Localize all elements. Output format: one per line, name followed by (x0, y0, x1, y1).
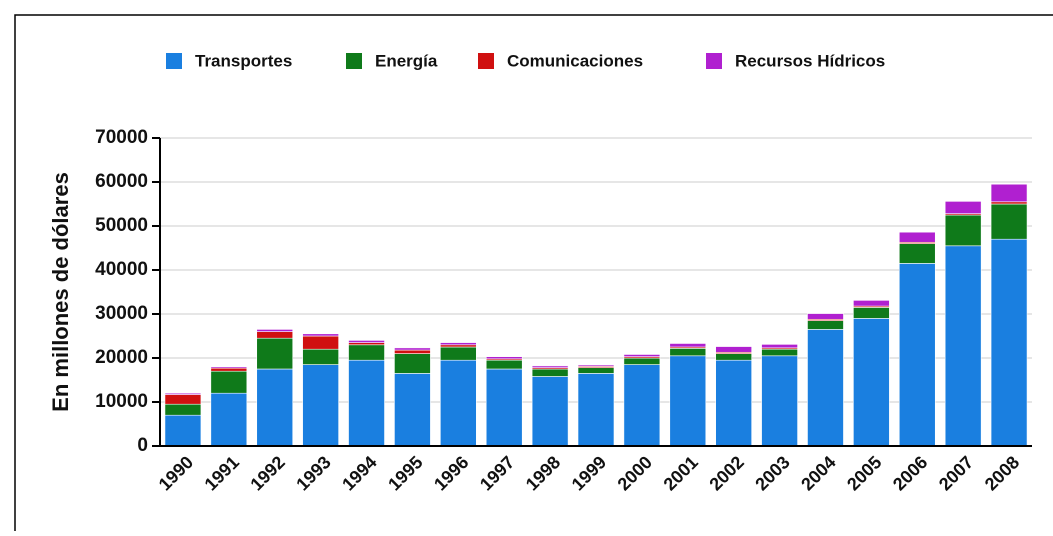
legend-swatch (166, 53, 182, 69)
bar-segment (531, 376, 569, 447)
bar-segment (348, 340, 385, 343)
bar-segment (853, 307, 890, 319)
bar-segment (348, 342, 385, 346)
bar-segment (485, 356, 523, 360)
bar-segment (485, 359, 523, 370)
bar-segment (256, 331, 294, 339)
bar-segment (669, 355, 707, 447)
bar-segment (577, 373, 615, 447)
bar-segment (210, 370, 248, 394)
legend-label: Comunicaciones (507, 51, 643, 70)
bar-segment (807, 313, 844, 320)
bar-segment (440, 344, 477, 348)
bar-segment (807, 329, 844, 447)
bar-segment (256, 368, 294, 447)
y-tick-label: 50000 (95, 215, 148, 236)
bar-segment (623, 364, 661, 447)
legend-label: Transportes (195, 51, 292, 70)
bar-segment (761, 355, 798, 447)
bar-segment (990, 203, 1028, 240)
legend-swatch (346, 53, 362, 69)
bar-segment (898, 263, 936, 447)
y-tick-label: 0 (137, 435, 148, 456)
bar-segment (669, 343, 707, 348)
bar-segment (761, 348, 798, 357)
bar-segment (944, 214, 982, 247)
bar-segment (302, 348, 339, 365)
y-tick-label: 60000 (95, 171, 148, 192)
bar-segment (348, 359, 385, 447)
y-axis-label: En millones de dólares (48, 172, 73, 412)
bar-segment (623, 354, 661, 357)
bar-segment (164, 403, 202, 416)
bar-segment (990, 201, 1028, 205)
bar-segment (898, 243, 936, 264)
y-tick-label: 10000 (95, 391, 148, 412)
bar-segment (302, 335, 339, 350)
bar-segment (715, 353, 752, 361)
bar-segment (164, 414, 202, 447)
bar-segment (669, 348, 707, 357)
bar-segment (440, 342, 477, 346)
y-tick-label: 40000 (95, 259, 148, 280)
bar-segment (531, 365, 569, 368)
bar-segment (577, 364, 615, 367)
bar-segment (256, 337, 294, 370)
bar-segment (210, 367, 248, 372)
bar-segment (853, 318, 890, 447)
legend-label: Recursos Hídricos (735, 51, 885, 70)
bar-segment (807, 320, 844, 330)
bar-segment (944, 201, 982, 214)
frame (14, 14, 1053, 536)
bar-segment (531, 368, 569, 377)
bar-segment (485, 368, 523, 447)
bar-segment (164, 394, 202, 405)
y-tick-label: 70000 (95, 127, 148, 148)
bar-segment (623, 357, 661, 365)
bar-segment (898, 231, 936, 243)
y-tick-label: 30000 (95, 303, 148, 324)
bar-segment (853, 300, 890, 307)
bar-segment (164, 392, 202, 395)
y-tick-label: 20000 (95, 347, 148, 368)
legend-swatch (706, 53, 722, 69)
bar-segment (210, 392, 248, 447)
bar-segment (715, 359, 752, 447)
bar-segment (348, 344, 385, 361)
bar-segment (394, 349, 431, 354)
bar-segment (256, 329, 294, 332)
bar-segment (394, 347, 431, 351)
bar-segment (394, 373, 431, 447)
bar-segment (944, 245, 982, 447)
bar-segment (440, 359, 477, 447)
bar-segment (302, 364, 339, 447)
legend-label: Energía (375, 51, 438, 70)
bar-segment (990, 238, 1028, 447)
bar-segment (990, 183, 1028, 203)
bar-segment (210, 366, 248, 369)
bar-segment (302, 333, 339, 337)
bar-segment (577, 367, 615, 374)
legend-swatch (478, 53, 494, 69)
bar-segment (440, 346, 477, 361)
bar-segment (394, 353, 431, 374)
bar-segment (761, 344, 798, 349)
bar-segment (715, 346, 752, 353)
